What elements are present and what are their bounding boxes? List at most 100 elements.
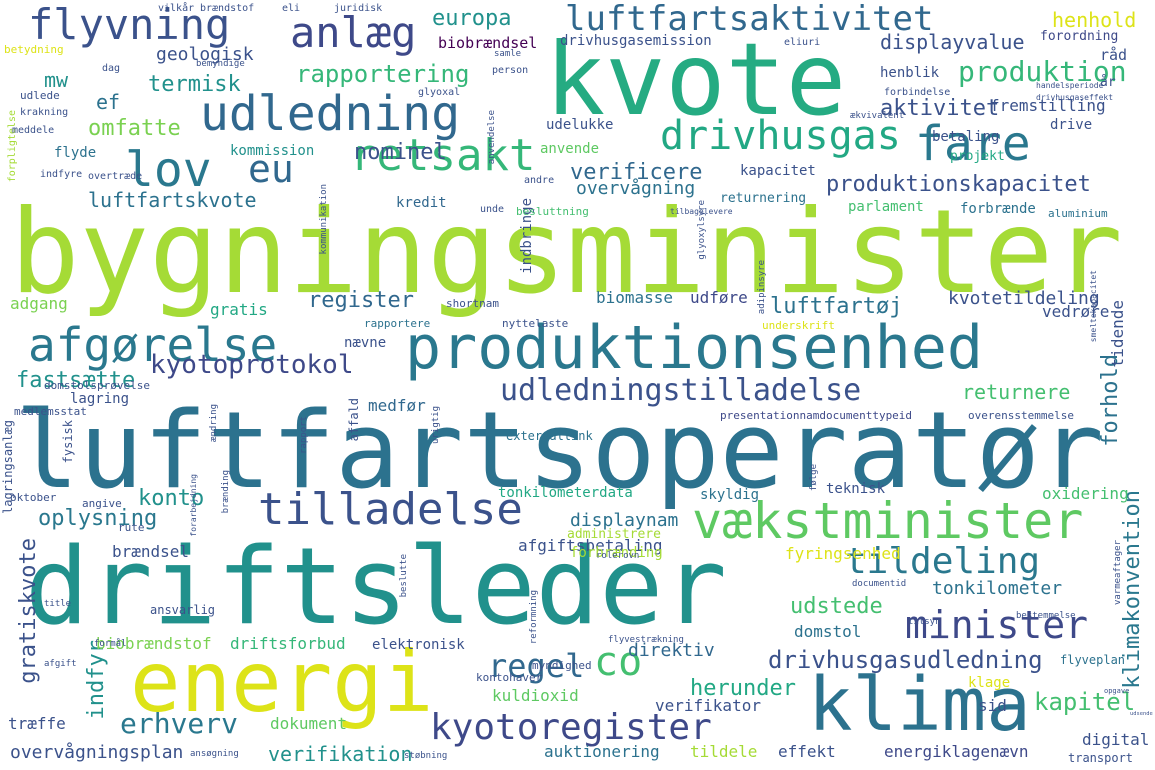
- word-fyringsenhed: fyringsenhed: [785, 544, 901, 563]
- word-bygningsminister: bygningsminister: [10, 186, 1123, 320]
- word-overvaagningsplan: overvågningsplan: [10, 742, 184, 763]
- word-udledningstilladelse: udledningstilladelse: [500, 373, 862, 408]
- word-ef: ef: [96, 90, 121, 114]
- word-kyotoprotokol: kyotoprotokol: [150, 350, 354, 380]
- word-besluttning: besluttning: [516, 205, 589, 218]
- word-tildele: tildele: [690, 742, 758, 761]
- word-udsende: udsende: [1130, 711, 1153, 717]
- word-auktionering: auktionering: [544, 742, 660, 761]
- word-vedroere: vedrøre: [1042, 302, 1110, 321]
- word-europa: europa: [432, 6, 512, 31]
- word-luftfartsoperatoer: luftfartsoperatør: [15, 389, 1104, 513]
- word-tilbagelevere: tilbagelevere: [670, 207, 733, 216]
- word-aendring: ændring: [209, 404, 219, 442]
- word-verificere: verificere: [570, 160, 703, 185]
- word-retsakt: retsakt: [350, 130, 536, 181]
- word-omfatte: omfatte: [88, 116, 181, 141]
- word-lagring: lagring: [70, 391, 130, 407]
- word-udlede: udlede: [20, 89, 60, 102]
- word-braendstof: brændstof: [200, 3, 255, 14]
- word-minister: minister: [905, 603, 1089, 647]
- word-produktion: produktion: [958, 55, 1127, 88]
- word-klage: klage: [968, 675, 1011, 691]
- word-co: co: [594, 639, 643, 685]
- word-udfoere: udføre: [690, 288, 748, 307]
- word-eu: eu: [248, 147, 294, 191]
- word-beslutte: beslutte: [399, 554, 409, 598]
- word-tidende: tidende: [1108, 300, 1127, 368]
- word-tonkilometer: tonkilometer: [932, 578, 1063, 599]
- word-braending: brænding: [221, 470, 231, 514]
- word-drivhusgaseffekt: drivhusgaseffekt: [1036, 93, 1114, 102]
- word-rute: rute: [118, 521, 145, 534]
- word-kredit: kredit: [396, 195, 447, 211]
- word-udelukke: udelukke: [546, 117, 614, 133]
- word-bestemmelse: bestemmelse: [1016, 611, 1076, 621]
- word-overensstemmelse: overensstemmelse: [968, 409, 1074, 422]
- word-kapacitet: kapacitet: [740, 163, 816, 179]
- word-teknisk: teknisk: [826, 481, 886, 497]
- word-forhold: forhold: [1098, 354, 1123, 447]
- word-nominel: nominel: [354, 140, 447, 165]
- word-traeffe: træffe: [8, 714, 66, 733]
- word-forarbejdning: forarbejdning: [189, 474, 198, 537]
- word-drivhusgasudledning: drivhusgasudledning: [768, 646, 1043, 674]
- word-kommission: kommission: [230, 143, 315, 159]
- word-underskrift: underskrift: [762, 319, 835, 332]
- word-lov: lov: [125, 142, 212, 198]
- word-returnere: returnere: [962, 380, 1071, 404]
- word-kontohaver: kontohaver: [476, 671, 543, 684]
- word-kapitel: kapitel: [1034, 688, 1136, 716]
- word-mw: mw: [44, 68, 69, 92]
- word-fysisk: fysisk: [61, 420, 75, 464]
- word-samle: samle: [494, 49, 522, 59]
- word-afgoerelse: afgørelse: [28, 318, 278, 372]
- word-displayvalue: displayvalue: [880, 30, 1025, 54]
- word-forbraending: forbrænding: [570, 545, 663, 561]
- word-angive: angive: [82, 497, 122, 510]
- word-driftsleder: driftsleder: [25, 525, 727, 648]
- word-formaal: formål: [94, 639, 127, 649]
- word-produktionskapacitet: produktionskapacitet: [826, 172, 1091, 197]
- word-verifikation: verifikation: [268, 742, 413, 766]
- word-nyttelaste: nyttelaste: [502, 317, 569, 330]
- word-verifikator: verifikator: [655, 696, 761, 715]
- word-stoebning: støbning: [404, 751, 448, 761]
- word-aluminium: aluminium: [1048, 207, 1108, 220]
- word-tilsyn: tilsyn: [908, 617, 941, 627]
- word-elektronisk: elektronisk: [372, 637, 465, 653]
- word-domstol: domstol: [794, 622, 862, 641]
- word-fastsaette: fastsætte: [16, 368, 136, 393]
- word-documentid: documentid: [852, 579, 907, 589]
- word-betaling: betaling: [932, 129, 1000, 145]
- word-medfoer: medfør: [368, 396, 426, 415]
- word-domstolsproevelse: domstolsprøvelse: [44, 379, 150, 392]
- word-klimakonvention: klimakonvention: [1120, 490, 1145, 689]
- word-vaekstminister: vækstminister: [692, 492, 1084, 550]
- word-driftsforbud: driftsforbud: [230, 634, 346, 653]
- word-biobraendstof: biobrændstof: [96, 634, 212, 653]
- word-betydning: betydning: [4, 43, 64, 56]
- word-indfyre: indfyre: [40, 169, 83, 180]
- word-smeltekapacitet: smeltekapacitet: [1089, 270, 1098, 343]
- word-opgave: opgave: [1104, 687, 1130, 695]
- word-afgift: afgift: [44, 659, 77, 669]
- word-energi: energi: [130, 633, 434, 731]
- word-oktober: oktober: [10, 491, 57, 504]
- word-afgiftsbetaling: afgiftsbetaling: [518, 536, 663, 555]
- word-flyvestraekning: flyvestrækning: [608, 635, 684, 645]
- word-displaynam: displaynam: [570, 510, 679, 531]
- word-adgang: adgang: [10, 294, 68, 313]
- word-overvaagning: overvågning: [576, 178, 696, 199]
- word-drivhusgasemission: drivhusgasemission: [560, 33, 712, 49]
- word-krakning: krakning: [20, 107, 69, 118]
- word-fare: fare: [915, 116, 1031, 172]
- word-person: person: [492, 65, 529, 76]
- word-raad: råd: [1100, 46, 1128, 64]
- word-regel: regel: [488, 647, 585, 685]
- word-rapport: rapport: [299, 416, 309, 454]
- word-fremstilling: fremstilling: [990, 96, 1106, 115]
- word-drive: drive: [1050, 117, 1093, 133]
- word-geologisk: geologisk: [156, 44, 254, 65]
- word-returnering: returnering: [720, 191, 807, 206]
